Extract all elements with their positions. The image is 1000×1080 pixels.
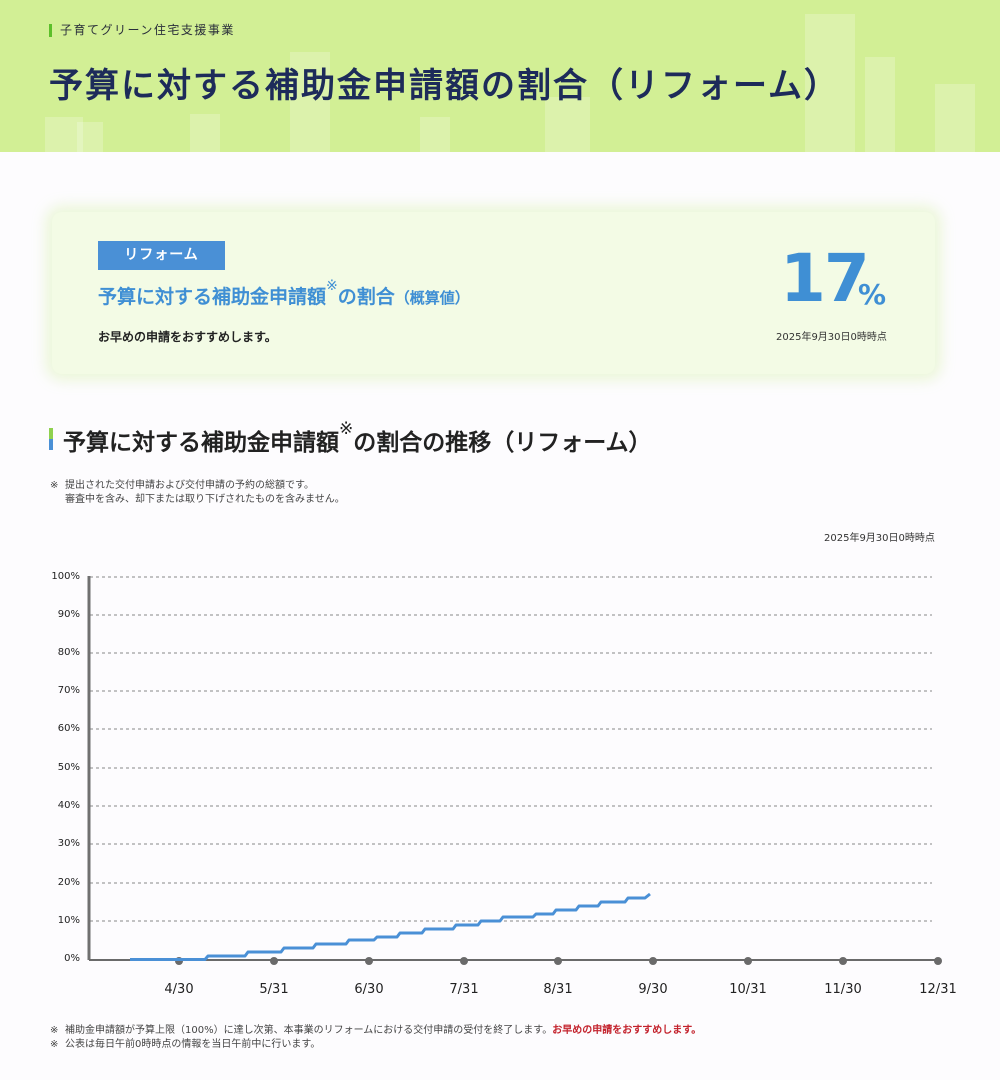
y-tick-label: 10%: [57, 915, 80, 926]
footnote-mark: ※: [339, 419, 354, 439]
y-tick-label: 90%: [57, 609, 80, 620]
x-axis-markers: [175, 957, 942, 965]
summary-headline: 予算に対する補助金申請額※の割合（概算値）: [98, 278, 470, 309]
skyline-decoration: [190, 114, 220, 152]
program-name: 子育てグリーン住宅支援事業: [49, 24, 235, 37]
y-tick-label: 50%: [57, 762, 80, 773]
y-tick-label: 70%: [57, 685, 80, 696]
footer-note-emphasis: お早めの申請をおすすめします。: [552, 1025, 702, 1036]
x-tick-label: 4/30: [164, 982, 194, 997]
summary-card: リフォーム 予算に対する補助金申請額※の割合（概算値） お早めの申請をおすすめし…: [52, 212, 935, 374]
percentage-unit: %: [858, 278, 887, 311]
x-tick-label: 11/30: [824, 982, 862, 997]
skyline-decoration: [290, 52, 330, 152]
y-tick-label: 20%: [57, 877, 80, 888]
footer-note-line: 補助金申請額が予算上限（100%）に達し次第、本事業のリフォームにおける交付申請…: [65, 1025, 553, 1036]
summary-note: お早めの申請をおすすめします。: [98, 330, 277, 344]
section-note: ※ 提出された交付申請および交付申請の予約の総額です。 審査中を含み、却下または取…: [50, 479, 345, 507]
headline-sub: （概算値）: [394, 289, 470, 307]
skyline-decoration: [935, 84, 975, 152]
percentage-value: 17: [780, 240, 870, 317]
headline-after: の割合: [337, 286, 395, 308]
y-tick-label: 60%: [57, 723, 80, 734]
note-mark: ※: [50, 480, 59, 491]
x-tick-label: 7/31: [449, 982, 479, 997]
y-tick-label: 40%: [57, 800, 80, 811]
y-tick-label: 30%: [57, 838, 80, 849]
note-line: 審査中を含み、却下または取り下げされたものを含みません。: [65, 494, 345, 505]
section-title-after: の割合の推移（リフォーム）: [353, 430, 652, 456]
skyline-decoration: [865, 57, 895, 152]
gridlines: [90, 576, 932, 922]
y-tick-label: 100%: [51, 571, 80, 582]
footer-note-line: 公表は毎日午前0時時点の情報を当日午前中に行います。: [65, 1039, 321, 1050]
x-tick-label: 10/31: [729, 982, 767, 997]
y-tick-label: 0%: [64, 953, 80, 964]
x-tick-label: 8/31: [543, 982, 573, 997]
headline-main: 予算に対する補助金申請額: [98, 286, 327, 308]
note-mark: ※: [50, 1025, 59, 1036]
x-tick-label: 12/31: [919, 982, 957, 997]
y-tick-label: 80%: [57, 647, 80, 658]
chart-section-title: 予算に対する補助金申請額※の割合の推移（リフォーム）: [49, 419, 652, 457]
x-tick-label: 5/31: [259, 982, 289, 997]
skyline-decoration: [420, 117, 450, 152]
skyline-decoration: [545, 97, 590, 152]
category-tag: リフォーム: [98, 241, 225, 270]
skyline-decoration: [805, 14, 855, 152]
note-line: 提出された交付申請および交付申請の予約の総額です。: [65, 480, 314, 491]
page-header: 子育てグリーン住宅支援事業 予算に対する補助金申請額の割合（リフォーム）: [0, 0, 1000, 152]
application-ratio-line: [130, 892, 651, 961]
chart-timestamp: 2025年9月30日0時時点: [824, 533, 935, 544]
note-mark: ※: [50, 1039, 59, 1050]
section-title-main: 予算に対する補助金申請額: [63, 430, 339, 456]
summary-timestamp: 2025年9月30日0時時点: [776, 332, 887, 343]
page-title: 予算に対する補助金申請額の割合（リフォーム）: [49, 66, 840, 106]
footnote-mark: ※: [326, 278, 338, 294]
skyline-decoration: [77, 122, 103, 152]
x-tick-label: 6/30: [354, 982, 384, 997]
skyline-decoration: [45, 117, 83, 152]
footer-notes: ※ 補助金申請額が予算上限（100%）に達し次第、本事業のリフォームにおける交付申…: [50, 1024, 701, 1052]
x-tick-label: 9/30: [638, 982, 668, 997]
